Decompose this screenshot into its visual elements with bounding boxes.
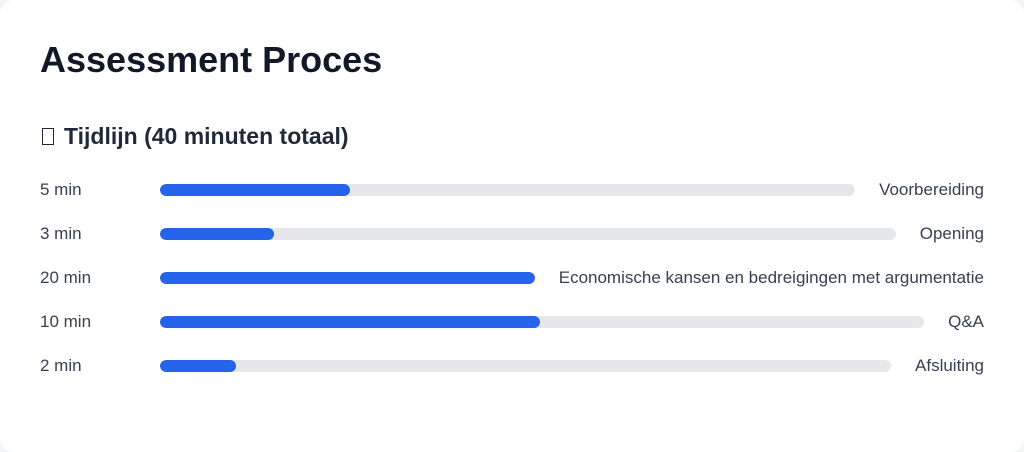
progress-track (160, 228, 896, 240)
progress-fill (160, 228, 274, 240)
timeline-label: Q&A (948, 312, 984, 331)
timeline-row-qa: 10 min Q&A (40, 300, 984, 344)
timeline-label: Voorbereiding (879, 180, 984, 199)
progress-fill (160, 360, 236, 372)
progress-fill (160, 272, 535, 284)
page-title: Assessment Proces (40, 39, 383, 80)
timeline-duration: 5 min (40, 180, 82, 199)
timeline-duration: 20 min (40, 268, 92, 287)
progress-fill (160, 184, 350, 196)
progress-track (160, 316, 925, 328)
timeline-duration: 2 min (40, 356, 82, 375)
timeline-row-afsluiting: 2 min Afsluiting (40, 344, 984, 388)
timeline-row-voorbereiding: 5 min Voorbereiding (40, 168, 984, 212)
timeline-duration: 3 min (40, 224, 82, 243)
progress-track (160, 184, 856, 196)
timeline-heading: Tijdlijn (40 minuten totaal) (40, 122, 349, 150)
timeline-row-opening: 3 min Opening (40, 212, 984, 256)
timeline-heading-text: Tijdlijn (40 minuten totaal) (64, 123, 349, 149)
progress-fill (160, 316, 540, 328)
timeline-duration: 10 min (40, 312, 92, 331)
progress-track (160, 360, 892, 372)
timeline-list: 5 min Voorbereiding 3 min Opening 20 min… (40, 168, 984, 388)
timeline-label: Afsluiting (915, 356, 984, 375)
timeline-label: Opening (919, 224, 984, 243)
document-icon (42, 127, 54, 145)
timeline-row-economische-kansen: 20 min Economische kansen en bedreiginge… (40, 256, 984, 300)
progress-track (160, 272, 535, 284)
timeline-label: Economische kansen en bedreigingen met a… (558, 268, 984, 287)
